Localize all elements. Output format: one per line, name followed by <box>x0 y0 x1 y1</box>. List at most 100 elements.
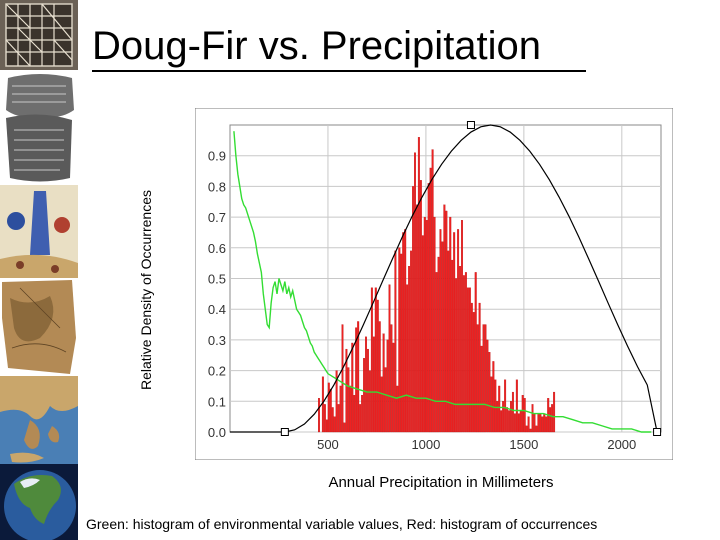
occurrence-bar-41 <box>398 247 401 433</box>
occurrence-bar-90 <box>494 379 497 433</box>
occurrence-bar-116 <box>545 416 548 433</box>
occurrence-bar-9 <box>335 370 338 433</box>
occurrence-bar-35 <box>386 339 389 433</box>
occurrence-bar-3 <box>323 404 326 433</box>
occurrence-bar-28 <box>372 336 375 433</box>
occurrence-bar-10 <box>337 404 340 433</box>
occurrence-bar-40 <box>396 385 399 433</box>
occurrence-bar-36 <box>388 284 391 433</box>
occurrence-bar-83 <box>480 345 483 433</box>
occurrence-bar-64 <box>443 204 446 433</box>
occurrence-bar-47 <box>410 250 413 433</box>
environment-histogram-line <box>233 131 652 433</box>
curve-handle-0 <box>280 428 289 436</box>
occurrence-bar-48 <box>412 186 415 433</box>
occurrence-bar-115 <box>543 413 546 433</box>
occurrence-bar-80 <box>474 272 477 433</box>
occurrence-bar-74 <box>462 275 465 433</box>
occurrence-bar-86 <box>486 339 489 433</box>
curve-handle-1 <box>466 121 475 129</box>
occurrence-bar-96 <box>506 407 509 433</box>
occurrence-bar-33 <box>382 333 385 433</box>
occurrence-bar-12 <box>341 324 344 433</box>
occurrence-bar-85 <box>484 324 487 433</box>
occurrence-bar-112 <box>537 413 540 433</box>
occurrence-bar-111 <box>535 425 538 433</box>
occurrence-bar-11 <box>339 385 342 433</box>
occurrence-bar-104 <box>521 395 524 433</box>
occurrence-bar-56 <box>427 183 430 433</box>
y-tick-label-5: 0.5 <box>208 272 226 287</box>
x-tick-label-3: 2000 <box>607 437 636 452</box>
occurrence-bar-22 <box>361 395 364 433</box>
occurrence-bar-72 <box>459 266 462 433</box>
occurrence-bar-91 <box>496 401 499 433</box>
thumbnail-sidebar <box>0 0 78 540</box>
occurrence-bar-69 <box>453 232 456 433</box>
occurrence-bar-79 <box>472 312 475 433</box>
occurrence-bar-32 <box>380 376 383 433</box>
occurrence-bar-44 <box>404 229 407 433</box>
occurrence-bar-94 <box>502 401 505 433</box>
occurrence-bar-99 <box>511 391 514 433</box>
y-tick-label-3: 0.3 <box>208 333 226 348</box>
occurrence-bar-0 <box>318 398 320 433</box>
occurrence-bar-21 <box>359 404 362 433</box>
occurrence-bar-34 <box>384 367 387 433</box>
occurrence-bar-89 <box>492 361 495 433</box>
occurrence-bar-43 <box>402 232 405 433</box>
fitted-response-curve <box>284 124 658 433</box>
x-tick-labels: 500 1000 1500 2000 <box>317 437 636 452</box>
occurrence-bar-58 <box>431 149 434 433</box>
y-tick-label-8: 0.8 <box>208 179 226 194</box>
occurrence-bar-2 <box>321 376 324 433</box>
occurrence-bar-42 <box>400 253 403 433</box>
occurrence-bar-75 <box>464 272 467 433</box>
occurrence-bar-109 <box>531 404 534 433</box>
occurrence-bar-31 <box>378 321 381 433</box>
occurrence-bar-119 <box>551 404 554 433</box>
occurrence-bar-54 <box>423 216 426 433</box>
occurrence-bar-46 <box>408 266 411 433</box>
occurrence-bar-100 <box>513 413 516 433</box>
occurrence-bar-23 <box>363 358 366 433</box>
occurrence-bar-6 <box>329 388 332 433</box>
title-underline <box>92 70 586 72</box>
occurrence-bar-71 <box>457 229 460 433</box>
grid-diagram-thumbnail <box>0 0 78 70</box>
occurrence-bar-114 <box>541 416 544 433</box>
occurrence-bar-68 <box>451 259 454 433</box>
occurrence-bar-77 <box>468 287 471 433</box>
occurrence-bar-27 <box>370 287 373 433</box>
occurrence-bar-61 <box>437 256 440 433</box>
occurrence-bar-24 <box>365 336 367 433</box>
occurrence-bar-15 <box>347 367 350 433</box>
occurrence-bar-7 <box>331 407 334 433</box>
occurrence-bar-5 <box>327 382 330 433</box>
occurrence-bar-113 <box>539 413 542 433</box>
curve-handles <box>280 121 662 436</box>
occurrence-bar-105 <box>523 398 526 433</box>
occurrence-bar-39 <box>394 250 397 433</box>
occurrence-bar-29 <box>374 287 377 433</box>
occurrence-bar-63 <box>441 241 444 433</box>
occurrence-bar-98 <box>509 401 512 433</box>
occurrence-bar-67 <box>449 216 452 433</box>
occurrence-bar-108 <box>529 428 532 433</box>
occurrence-bar-81 <box>476 324 479 433</box>
x-tick-label-0: 500 <box>317 437 339 452</box>
occurrence-bar-49 <box>414 152 416 433</box>
environment-line-layer <box>233 131 652 433</box>
y-tick-label-7: 0.7 <box>208 210 226 225</box>
y-tick-label-6: 0.6 <box>208 241 226 256</box>
occurrence-bar-57 <box>429 167 432 433</box>
occurrence-bar-59 <box>433 216 436 433</box>
occurrence-bar-30 <box>376 299 379 433</box>
x-tick-label-2: 1500 <box>509 437 538 452</box>
occurrence-bar-14 <box>345 348 348 433</box>
slide-title: Doug-Fir vs. Precipitation <box>92 24 542 68</box>
medieval-map-thumbnail <box>0 185 78 278</box>
occurrence-bar-51 <box>417 137 420 433</box>
occurrence-bar-52 <box>419 180 422 433</box>
occurrence-bar-18 <box>353 395 356 433</box>
